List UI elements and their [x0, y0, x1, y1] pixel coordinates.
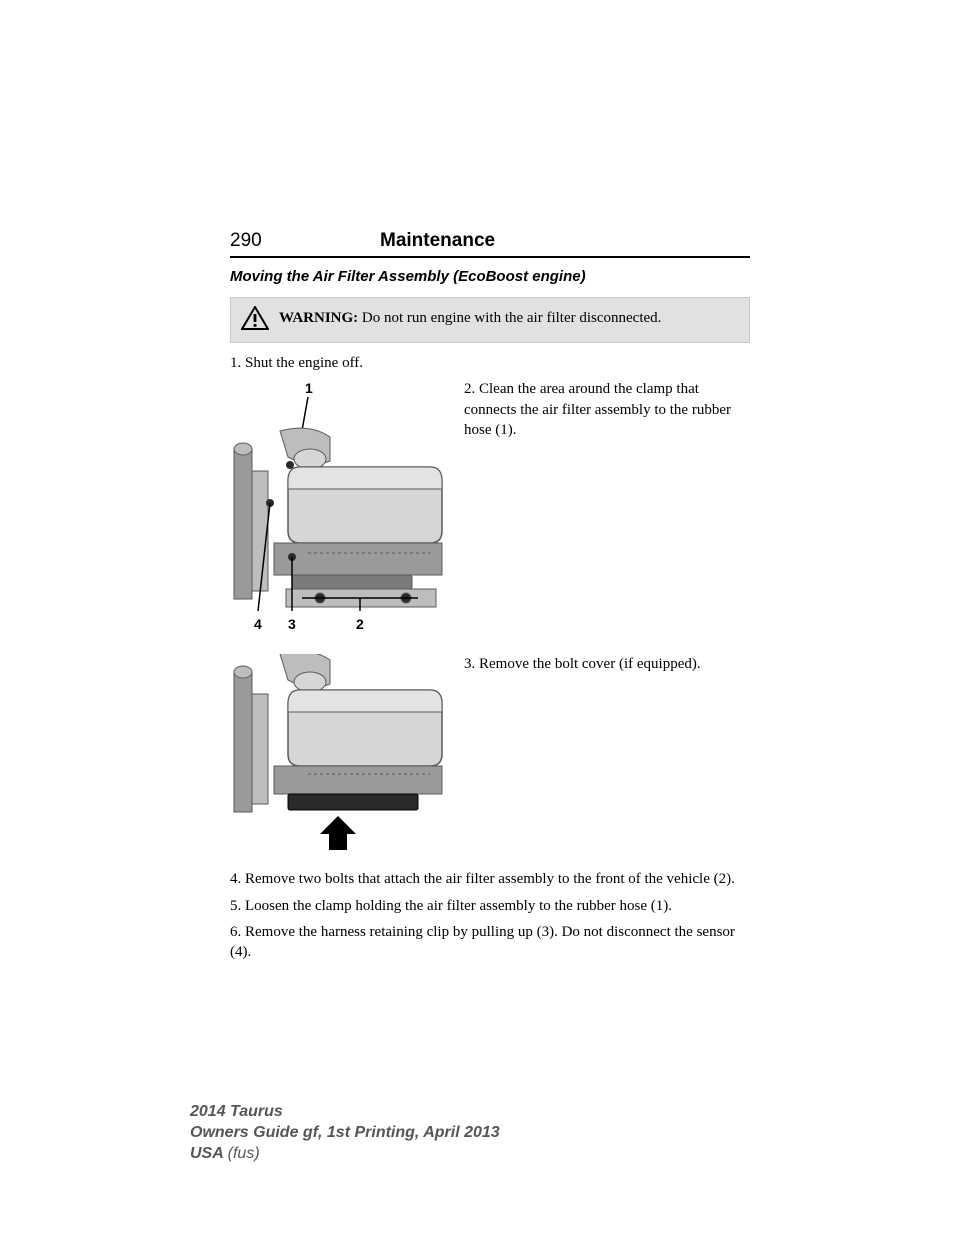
- figure-2: [230, 654, 446, 859]
- warning-box: WARNING: Do not run engine with the air …: [230, 297, 750, 343]
- footer-line-1: 2014 Taurus: [190, 1102, 500, 1123]
- step-4: 4. Remove two bolts that attach the air …: [230, 869, 750, 889]
- section-title: Maintenance: [380, 230, 495, 252]
- step-5: 5. Loosen the clamp holding the air filt…: [230, 896, 750, 916]
- page-header: 290 Maintenance: [230, 230, 750, 258]
- callout-1: 1: [305, 380, 313, 396]
- figure-1-row: 1: [230, 379, 750, 644]
- figure-1-svg: 1: [230, 379, 446, 639]
- page-content: 290 Maintenance Moving the Air Filter As…: [230, 230, 750, 968]
- warning-label: WARNING:: [279, 310, 358, 326]
- subheading: Moving the Air Filter Assembly (EcoBoost…: [230, 268, 750, 285]
- warning-triangle-icon: [241, 306, 269, 330]
- figure-1: 1: [230, 379, 446, 644]
- warning-text: WARNING: Do not run engine with the air …: [279, 306, 661, 328]
- callout-4: 4: [254, 616, 262, 632]
- page-number: 290: [230, 230, 380, 252]
- callout-3: 3: [288, 616, 296, 632]
- step-1: 1. Shut the engine off.: [230, 353, 750, 373]
- step-2: 2. Clean the area around the clamp that …: [464, 379, 750, 440]
- step-6: 6. Remove the harness retaining clip by …: [230, 922, 750, 963]
- callout-2: 2: [356, 616, 364, 632]
- warning-body: Do not run engine with the air filter di…: [362, 310, 662, 326]
- page-footer: 2014 Taurus Owners Guide gf, 1st Printin…: [190, 1102, 500, 1164]
- up-arrow-icon: [320, 816, 356, 850]
- figure-2-svg: [230, 654, 446, 854]
- footer-line-2: Owners Guide gf, 1st Printing, April 201…: [190, 1123, 500, 1144]
- step-3: 3. Remove the bolt cover (if equipped).: [464, 654, 750, 674]
- figure-2-row: 3. Remove the bolt cover (if equipped).: [230, 654, 750, 859]
- footer-line-3: USA (fus): [190, 1144, 500, 1165]
